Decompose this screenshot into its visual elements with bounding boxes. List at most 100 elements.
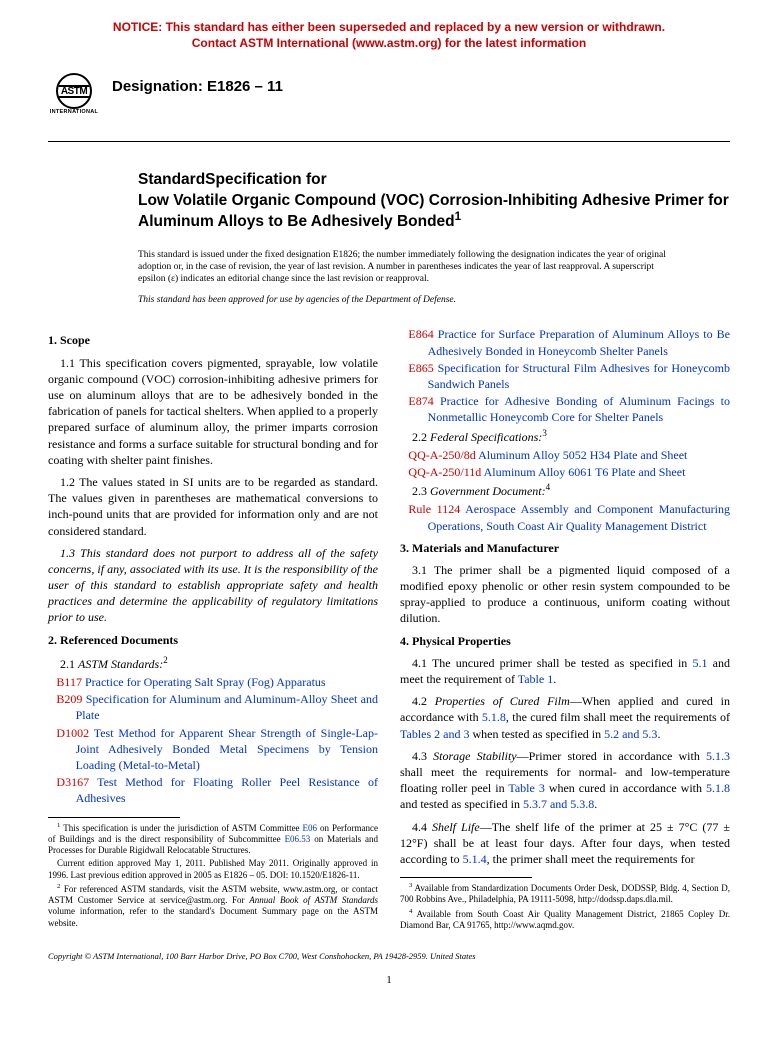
ref-b209[interactable]: B209 Specification for Aluminum and Alum… (48, 691, 378, 723)
ref-code: E865 (408, 361, 433, 375)
fed-head-num: 2.2 (412, 430, 430, 444)
footnote-1b: Current edition approved May 1, 2011. Pu… (48, 858, 378, 881)
footnote-4: 4 Available from South Coast Air Quality… (400, 908, 730, 932)
fn1-a: This specification is under the jurisdic… (63, 823, 302, 833)
ref-d1002[interactable]: D1002 Test Method for Apparent Shear Str… (48, 725, 378, 774)
ref-title: Practice for Operating Salt Spray (Fog) … (82, 675, 326, 689)
phys42-ref1[interactable]: 5.1.8 (482, 710, 506, 724)
fn2-c: volume information, refer to the standar… (48, 906, 378, 927)
astm-head-sup: 2 (163, 655, 168, 665)
phys43-head: Storage Stability (433, 749, 516, 763)
gov-doc-head: 2.3 Government Document:4 (400, 481, 730, 499)
phys42-head: Properties of Cured Film (435, 694, 570, 708)
page-number: 1 (48, 973, 730, 988)
astm-standards-head: 2.1 ASTM Standards:2 (48, 654, 378, 672)
notice-line-2: Contact ASTM International (www.astm.org… (192, 36, 586, 50)
phys43-a: —Primer stored in accordance with (517, 749, 706, 763)
ref-title: Test Method for Floating Roller Peel Res… (76, 775, 378, 805)
ref-title: Specification for Structural Film Adhesi… (428, 361, 730, 391)
ref-qqa11[interactable]: QQ-A-250/11d Aluminum Alloy 6061 T6 Plat… (400, 464, 730, 480)
phys44-b: , the primer shall meet the requirements… (487, 852, 695, 866)
ref-title: Aluminum Alloy 5052 H34 Plate and Sheet (476, 448, 688, 462)
body-columns: 1. Scope 1.1 This specification covers p… (48, 326, 730, 933)
ref-code: D1002 (56, 726, 89, 740)
phys41-a: 4.1 The uncured primer shall be tested a… (412, 656, 693, 670)
fed-head-text: Federal Specifications: (430, 430, 542, 444)
issuance-note: This standard is issued under the fixed … (138, 250, 678, 286)
gov-head-text: Government Document: (430, 484, 546, 498)
ref-qqa8[interactable]: QQ-A-250/8d Aluminum Alloy 5052 H34 Plat… (400, 447, 730, 463)
phys43-ref2[interactable]: Table 3 (508, 781, 544, 795)
fn4-text: Available from South Coast Air Quality M… (400, 909, 730, 930)
astm-logo: ASTM INTERNATIONAL (48, 69, 100, 121)
ref-title: Test Method for Apparent Shear Strength … (76, 726, 378, 772)
scope-1-2: 1.2 The values stated in SI units are to… (48, 474, 378, 539)
ref-title: Specification for Aluminum and Aluminum-… (76, 692, 378, 722)
notice-line-1: NOTICE: This standard has either been su… (113, 20, 665, 34)
document-header: ASTM INTERNATIONAL Designation: E1826 – … (48, 69, 730, 121)
ref-title: Aerospace Assembly and Component Manufac… (428, 502, 730, 532)
phys41-ref1[interactable]: 5.1 (693, 656, 708, 670)
fn2-b: Annual Book of ASTM Standards (249, 895, 378, 905)
supersession-notice: NOTICE: This standard has either been su… (48, 20, 730, 51)
ref-rule1124[interactable]: Rule 1124 Aerospace Assembly and Compone… (400, 501, 730, 533)
title-main: Low Volatile Organic Compound (VOC) Corr… (138, 191, 730, 232)
scope-1-3: 1.3 This standard does not purport to ad… (48, 545, 378, 626)
section-materials-head: 3. Materials and Manufacturer (400, 540, 730, 556)
copyright-line: Copyright © ASTM International, 100 Barr… (48, 951, 730, 962)
section-physprop-head: 4. Physical Properties (400, 633, 730, 649)
footnote-rule-left (48, 817, 180, 818)
title-lead: StandardSpecification for (138, 170, 730, 191)
phys41-ref2[interactable]: Table 1 (518, 672, 553, 686)
logo-subtext: INTERNATIONAL (50, 109, 98, 116)
ref-code: E864 (408, 327, 433, 341)
phys43-ref4[interactable]: 5.3.7 and 5.3.8 (523, 797, 594, 811)
ref-title: Aluminum Alloy 6061 T6 Plate and Sheet (481, 465, 685, 479)
phys43-ref1[interactable]: 5.1.3 (706, 749, 730, 763)
ref-code: QQ-A-250/8d (408, 448, 475, 462)
dod-approval-note: This standard has been approved for use … (138, 294, 730, 307)
ref-e874[interactable]: E874 Practice for Adhesive Bonding of Al… (400, 393, 730, 425)
header-rule (48, 141, 730, 142)
gov-head-num: 2.3 (412, 484, 430, 498)
phys42-ref2[interactable]: Tables 2 and 3 (400, 727, 469, 741)
fn1-link-e06[interactable]: E06 (303, 823, 318, 833)
phys43-d: and tested as specified in (400, 797, 523, 811)
astm-head-num: 2.1 (60, 657, 78, 671)
astm-head-text: ASTM Standards: (78, 657, 163, 671)
ref-e864[interactable]: E864 Practice for Surface Preparation of… (400, 326, 730, 358)
ref-b117[interactable]: B117 Practice for Operating Salt Spray (… (48, 674, 378, 690)
phys43-e: . (594, 797, 597, 811)
phys43-ref3[interactable]: 5.1.8 (706, 781, 730, 795)
section-scope-head: 1. Scope (48, 332, 378, 348)
ref-code: B117 (56, 675, 82, 689)
title-block: StandardSpecification for Low Volatile O… (138, 170, 730, 232)
ref-e865[interactable]: E865 Specification for Structural Film A… (400, 360, 730, 392)
phys-4-3: 4.3 Storage Stability—Primer stored in a… (400, 748, 730, 813)
federal-specs-head: 2.2 Federal Specifications:3 (400, 427, 730, 445)
ref-code: Rule 1124 (408, 502, 460, 516)
phys44-ref1[interactable]: 5.1.4 (463, 852, 487, 866)
phys42-c: when tested as specified in (469, 727, 604, 741)
title-text: Low Volatile Organic Compound (VOC) Corr… (138, 192, 729, 231)
phys44-head: Shelf Life (432, 820, 480, 834)
designation-label: Designation: E1826 – 11 (112, 77, 283, 97)
logo-globe-icon: ASTM (56, 73, 92, 109)
phys43-c: when cured in accordance with (545, 781, 706, 795)
ref-code: E874 (408, 394, 433, 408)
ref-d3167[interactable]: D3167 Test Method for Floating Roller Pe… (48, 774, 378, 806)
phys42-ref3[interactable]: 5.2 and 5.3 (604, 727, 657, 741)
footnote-3: 3 Available from Standardization Documen… (400, 882, 730, 906)
logo-text: ASTM (61, 85, 87, 99)
title-sup: 1 (455, 210, 461, 223)
gov-head-sup: 4 (546, 482, 551, 492)
footnote-2: 2 For referenced ASTM standards, visit t… (48, 883, 378, 929)
phys-4-4: 4.4 Shelf Life—The shelf life of the pri… (400, 819, 730, 868)
phys42-b: , the cured film shall meet the requirem… (506, 710, 730, 724)
ref-code: B209 (56, 692, 82, 706)
footnote-1: 1 This specification is under the jurisd… (48, 822, 378, 857)
ref-title: Practice for Adhesive Bonding of Aluminu… (428, 394, 730, 424)
fn1-link-e0653[interactable]: E06.53 (285, 834, 311, 844)
fn3-text: Available from Standardization Documents… (400, 883, 730, 904)
fed-head-sup: 3 (542, 428, 547, 438)
